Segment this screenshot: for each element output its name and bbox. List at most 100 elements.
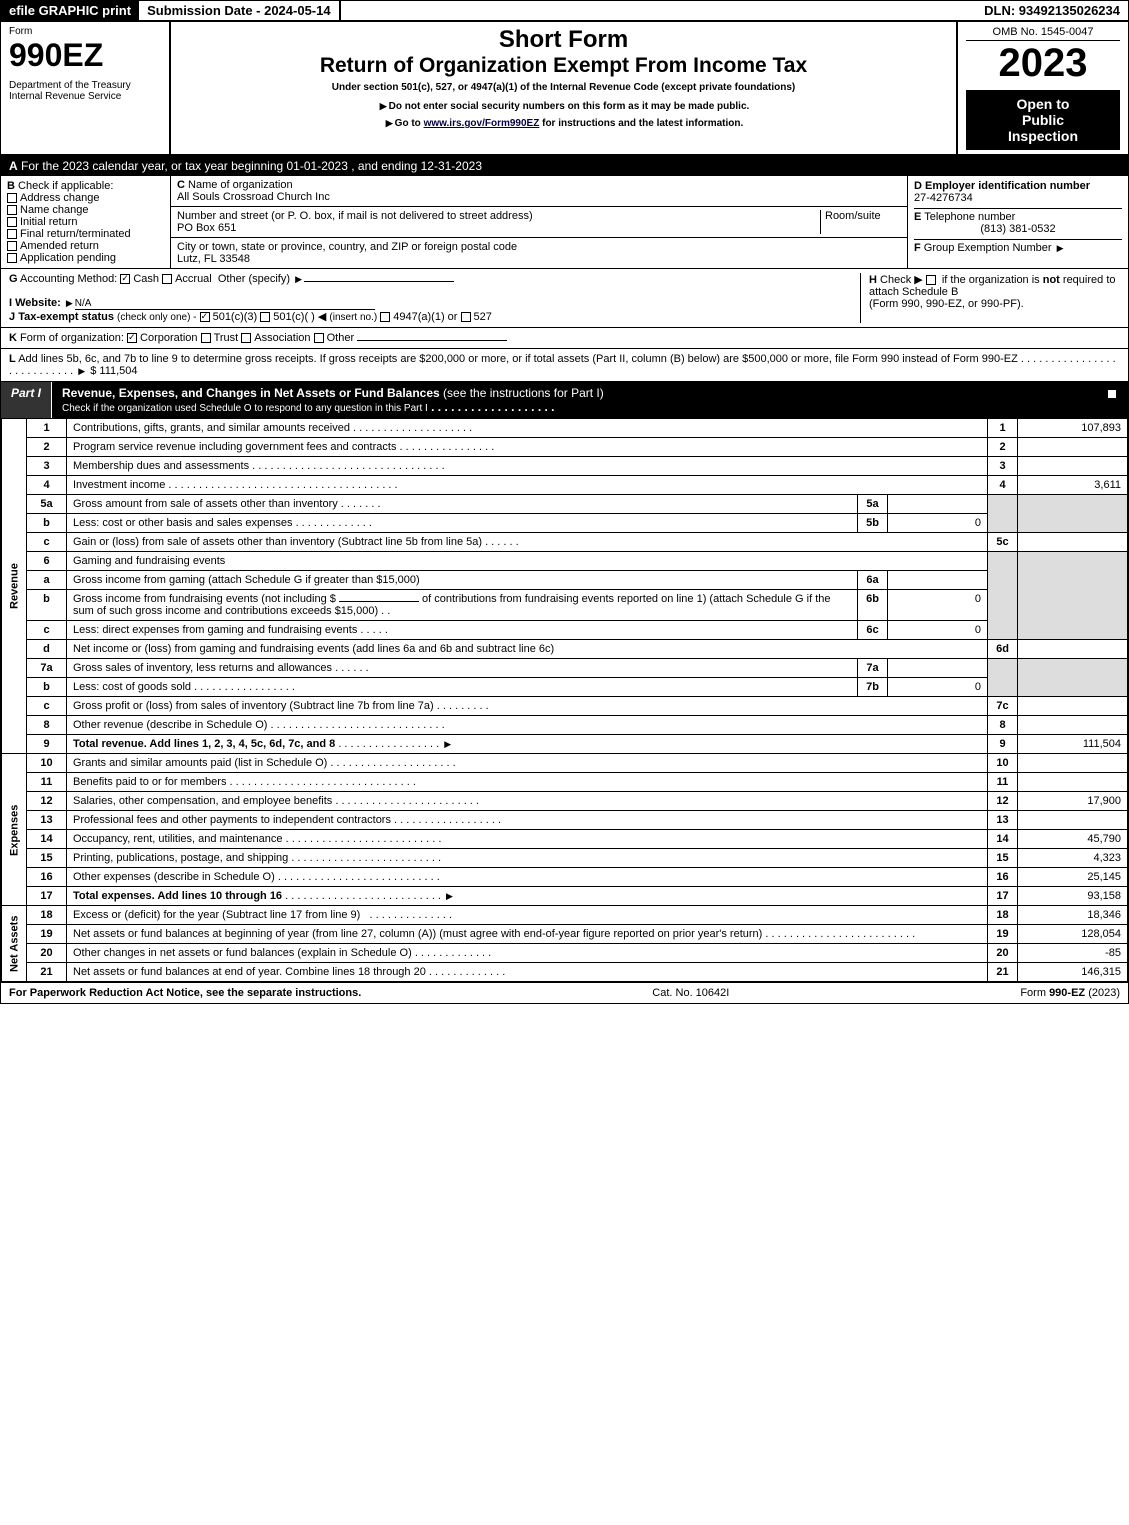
gross-receipts-amt: $ 111,504 <box>90 365 137 377</box>
opt-corporation: Corporation <box>140 332 197 344</box>
r2-amt <box>1018 438 1128 457</box>
r6a-sn: 6a <box>858 571 888 590</box>
box-c: C Name of organization All Souls Crossro… <box>171 176 908 268</box>
cb-501c3[interactable] <box>200 312 210 322</box>
part1-label: Part I <box>1 382 52 418</box>
line-a: A For the 2023 calendar year, or tax yea… <box>1 156 1128 176</box>
cb-corporation[interactable] <box>127 333 137 343</box>
city-label: City or town, state or province, country… <box>177 241 517 253</box>
cb-other-org[interactable] <box>314 333 324 343</box>
line-k-label: K <box>9 332 17 344</box>
row-10: Expenses10Grants and similar amounts pai… <box>2 754 1128 773</box>
line-g-text: Accounting Method: <box>20 273 117 285</box>
cb-schedule-b[interactable] <box>926 275 936 285</box>
header-mid: Short Form Return of Organization Exempt… <box>171 22 958 154</box>
cb-application-pending[interactable] <box>7 253 17 263</box>
row-12: 12Salaries, other compensation, and empl… <box>2 792 1128 811</box>
r7a-num: 7a <box>27 659 67 678</box>
phone: (813) 381-0532 <box>914 223 1122 235</box>
efile-label: efile GRAPHIC print <box>1 1 139 20</box>
row-16: 16Other expenses (describe in Schedule O… <box>2 868 1128 887</box>
r7a-desc: Gross sales of inventory, less returns a… <box>73 662 332 674</box>
row-20: 20Other changes in net assets or fund ba… <box>2 944 1128 963</box>
r6c-sv: 0 <box>888 621 988 640</box>
goto-note: Go to www.irs.gov/Form990EZ for instruct… <box>179 118 948 129</box>
r20-amt: -85 <box>1018 944 1128 963</box>
opt-final-return: Final return/terminated <box>20 228 131 240</box>
opt-trust: Trust <box>214 332 239 344</box>
tax-year: 2023 <box>966 41 1120 86</box>
row-6b: bGross income from fundraising events (n… <box>2 590 1128 621</box>
line-h-check: Check ▶ <box>880 274 923 286</box>
footer-mid: Cat. No. 10642I <box>652 987 729 999</box>
dept-treasury: Department of the Treasury <box>9 80 161 91</box>
cb-address-change[interactable] <box>7 193 17 203</box>
r15-desc: Printing, publications, postage, and shi… <box>73 852 288 864</box>
opt-accrual: Accrual <box>175 273 212 285</box>
r8-num: 8 <box>27 716 67 735</box>
cb-527[interactable] <box>461 312 471 322</box>
part1-title-wrap: Revenue, Expenses, and Changes in Net As… <box>52 382 1098 418</box>
footer-right-pre: Form <box>1020 987 1049 999</box>
row-5c: cGain or (loss) from sale of assets othe… <box>2 533 1128 552</box>
r15-amt: 4,323 <box>1018 849 1128 868</box>
r18-num: 18 <box>27 906 67 925</box>
cb-4947[interactable] <box>380 312 390 322</box>
r3-num: 3 <box>27 457 67 476</box>
cb-final-return[interactable] <box>7 229 17 239</box>
r10-num: 10 <box>27 754 67 773</box>
form-header: Form 990EZ Department of the Treasury In… <box>1 22 1128 156</box>
r7a-sv <box>888 659 988 678</box>
opt-name-change: Name change <box>20 204 89 216</box>
open3: Inspection <box>972 128 1114 144</box>
cb-association[interactable] <box>241 333 251 343</box>
irs-link[interactable]: www.irs.gov/Form990EZ <box>424 118 540 129</box>
r5c-desc: Gain or (loss) from sale of assets other… <box>73 536 482 548</box>
cb-accrual[interactable] <box>162 274 172 284</box>
subtitle: Under section 501(c), 527, or 4947(a)(1)… <box>179 82 948 93</box>
row-1: Revenue 1 Contributions, gifts, grants, … <box>2 419 1128 438</box>
cb-trust[interactable] <box>201 333 211 343</box>
r18-ln: 18 <box>988 906 1018 925</box>
submission-date: Submission Date - 2024-05-14 <box>139 1 341 20</box>
r7c-num: c <box>27 697 67 716</box>
street: PO Box 651 <box>177 222 236 234</box>
form-word: Form <box>9 26 161 37</box>
cb-initial-return[interactable] <box>7 217 17 227</box>
room-label: Room/suite <box>821 210 901 234</box>
row-6d: dNet income or (loss) from gaming and fu… <box>2 640 1128 659</box>
line-l-label: L <box>9 353 16 365</box>
r7b-num: b <box>27 678 67 697</box>
ein: 27-4276734 <box>914 192 1122 204</box>
opt-initial-return: Initial return <box>20 216 77 228</box>
r11-desc: Benefits paid to or for members <box>73 776 226 788</box>
dln: DLN: 93492135026234 <box>976 1 1128 20</box>
opt-association: Association <box>254 332 310 344</box>
line-h-label: H <box>869 274 877 286</box>
part1-header: Part I Revenue, Expenses, and Changes in… <box>1 382 1128 418</box>
cb-schedule-o[interactable] <box>1107 389 1117 399</box>
cb-amended-return[interactable] <box>7 241 17 251</box>
r19-amt: 128,054 <box>1018 925 1128 944</box>
r21-amt: 146,315 <box>1018 963 1128 982</box>
r5a-desc: Gross amount from sale of assets other t… <box>73 498 338 510</box>
row-6a: aGross income from gaming (attach Schedu… <box>2 571 1128 590</box>
cb-501c[interactable] <box>260 312 270 322</box>
r3-desc: Membership dues and assessments <box>73 460 249 472</box>
r11-amt <box>1018 773 1128 792</box>
form-container: efile GRAPHIC print Submission Date - 20… <box>0 0 1129 1004</box>
r13-amt <box>1018 811 1128 830</box>
opt-amended-return: Amended return <box>20 240 99 252</box>
r9-desc: Total revenue. Add lines 1, 2, 3, 4, 5c,… <box>73 738 335 750</box>
cb-cash[interactable] <box>120 274 130 284</box>
row-7b: bLess: cost of goods sold . . . . . . . … <box>2 678 1128 697</box>
row-15: 15 Printing, publications, postage, and s… <box>2 849 1128 868</box>
r6b-num: b <box>27 590 67 621</box>
r6b-sv: 0 <box>888 590 988 621</box>
r14-num: 14 <box>27 830 67 849</box>
opt-cash: Cash <box>133 273 159 285</box>
r15-ln: 15 <box>988 849 1018 868</box>
r2-ln: 2 <box>988 438 1018 457</box>
r7b-sn: 7b <box>858 678 888 697</box>
cb-name-change[interactable] <box>7 205 17 215</box>
